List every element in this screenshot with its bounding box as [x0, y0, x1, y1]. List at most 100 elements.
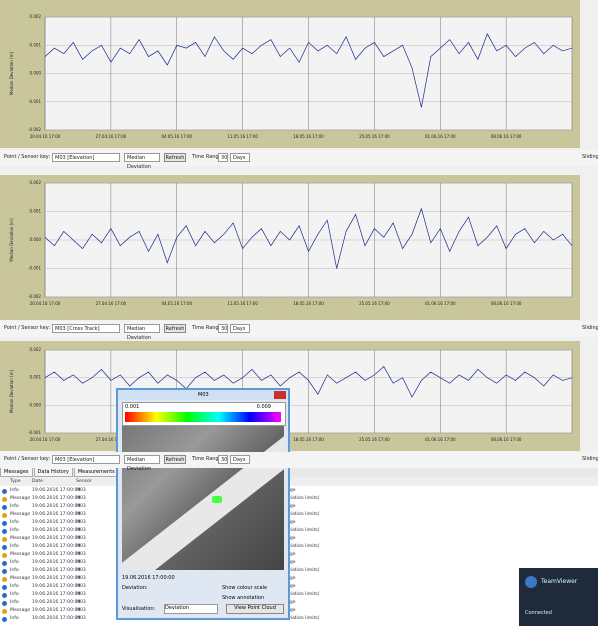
x-tick-label: 18.05.16 17:00	[293, 134, 324, 139]
level: Info	[10, 543, 19, 551]
icon	[2, 537, 7, 542]
time: 19.06.2016 17:00:00	[32, 559, 80, 567]
level: Message	[10, 535, 30, 543]
tab[interactable]: Data History	[34, 467, 73, 477]
icon	[525, 576, 537, 588]
time: 19.06.2016 17:00:00	[32, 591, 80, 599]
y-tick-label: -0.002	[28, 127, 41, 132]
x-tick-label: 08.06.16 17:00	[491, 301, 522, 306]
column-header: Date	[32, 478, 43, 486]
icon	[2, 561, 7, 566]
checkbox[interactable]: Sliding	[582, 325, 598, 331]
sensor: M03	[76, 583, 86, 591]
checkbox[interactable]: Show colour scale	[222, 585, 267, 591]
x-tick-label: 20.04.16 17:00	[30, 134, 61, 139]
button[interactable]: View Point Cloud	[226, 604, 284, 614]
x-tick-label: 25.05.16 17:00	[359, 301, 390, 306]
label: Point / Sensor key:	[4, 456, 50, 462]
checkbox[interactable]: Sliding	[582, 456, 598, 462]
mode-select[interactable]: Median Deviation	[124, 455, 160, 464]
time: 19.06.2016 17:00:00	[32, 567, 80, 575]
mode-select[interactable]: Deviation	[164, 604, 218, 614]
message-list: TypeDateSensorMessageInfo19.06.2016 17:0…	[0, 478, 598, 626]
x-tick-label: 20.04.16 17:00	[30, 437, 61, 442]
button[interactable]: Refresh	[164, 153, 186, 162]
checkbox[interactable]: Show annotation	[222, 595, 264, 601]
time: 19.06.2016 17:00:00	[32, 487, 80, 495]
color-scale	[125, 412, 281, 422]
point-marker	[212, 496, 222, 503]
y-tick-label: -0.001	[28, 99, 41, 104]
sensor: M03	[76, 487, 86, 495]
icon	[2, 497, 7, 502]
range-input[interactable]: 30	[218, 153, 228, 162]
sensor-select[interactable]: M03 [Cross Track]	[52, 324, 120, 333]
range-unit[interactable]: Days	[230, 324, 250, 333]
sensor: M03	[76, 599, 86, 607]
x-tick-label: 04.05.16 17:00	[161, 301, 192, 306]
icon	[2, 593, 7, 598]
level: Message	[10, 575, 30, 583]
sensor: M03	[76, 567, 86, 575]
button[interactable]: Refresh	[164, 455, 186, 464]
close-button[interactable]	[274, 391, 286, 399]
range-unit[interactable]: Days	[230, 153, 250, 162]
screen: 0.0020.0010.000-0.001-0.00220.04.16 17:0…	[0, 0, 598, 626]
x-tick-label: 01.06.16 17:00	[425, 301, 456, 306]
x-tick-label: 11.05.16 17:00	[227, 134, 258, 139]
tab[interactable]: Measurements	[74, 467, 119, 477]
date: 19.06.2016 17:00:00	[122, 575, 175, 581]
dialog-titlebar: M03	[118, 390, 288, 400]
sensor-select[interactable]: M03 [Elevation]	[52, 455, 120, 464]
y-tick-label: -0.001	[28, 266, 41, 271]
time: 19.06.2016 17:00:00	[32, 519, 80, 527]
sensor-select[interactable]: M03 [Elevation]	[52, 153, 120, 162]
y-tick-label: 0.001	[30, 375, 42, 380]
range-unit[interactable]: Days	[230, 455, 250, 464]
checkbox[interactable]: Sliding	[582, 154, 598, 160]
icon	[2, 601, 7, 606]
y-axis-label: Median Deviation [m]	[9, 218, 14, 262]
x-tick-label: 04.05.16 17:00	[161, 134, 192, 139]
sensor: M03	[76, 543, 86, 551]
sensor: M03	[76, 519, 86, 527]
time: 19.06.2016 17:00:00	[32, 599, 80, 607]
y-tick-label: 0.001	[30, 42, 42, 47]
level: Info	[10, 519, 19, 527]
x-tick-label: 27.04.16 17:00	[96, 301, 127, 306]
range-input[interactable]: 30	[218, 455, 228, 464]
y-axis-label: Median Deviation [m]	[9, 369, 14, 413]
level: Info	[10, 487, 19, 495]
column-header: Type	[10, 478, 21, 486]
button[interactable]: Refresh	[164, 324, 186, 333]
mode-select[interactable]: Median Deviation	[124, 153, 160, 162]
range-input[interactable]: 30	[218, 324, 228, 333]
level: Message	[10, 495, 30, 503]
time: 19.06.2016 17:00:00	[32, 551, 80, 559]
mode-select[interactable]: Median Deviation	[124, 324, 160, 333]
icon	[2, 521, 7, 526]
tab[interactable]: Messages	[0, 467, 33, 477]
sensor: M03	[76, 591, 86, 599]
icon	[2, 489, 7, 494]
scale-max: 0.009	[257, 404, 271, 410]
sensor: M03	[76, 535, 86, 543]
